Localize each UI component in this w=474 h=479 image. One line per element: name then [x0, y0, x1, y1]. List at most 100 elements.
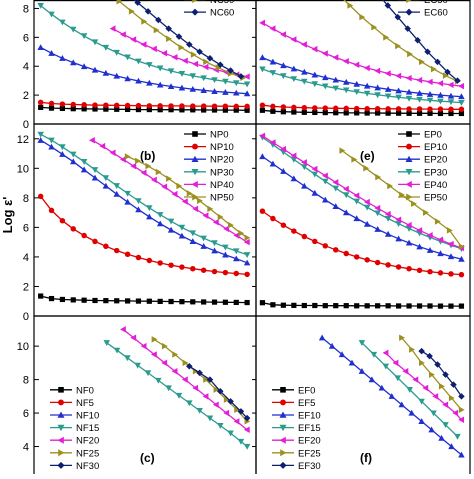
data-point	[394, 13, 402, 21]
legend-label: NF25	[76, 448, 99, 459]
data-point	[48, 143, 55, 150]
data-point	[217, 388, 224, 395]
panel-label: (e)	[360, 149, 375, 163]
data-point	[80, 33, 88, 40]
data-point	[437, 303, 444, 309]
legend-label: EF5	[298, 398, 315, 409]
panel-label: (b)	[140, 149, 155, 163]
data-point	[113, 247, 120, 254]
data-point	[280, 302, 286, 308]
data-point	[130, 36, 137, 43]
panel-a: 0 2 4 6 8 NC50 NC60	[23, 0, 257, 131]
data-point	[157, 103, 163, 109]
data-point	[290, 152, 297, 160]
data-point	[424, 48, 431, 56]
data-point	[81, 232, 87, 239]
data-point	[217, 61, 224, 69]
data-point	[402, 367, 409, 375]
data-point	[165, 385, 172, 392]
data-point	[458, 393, 465, 400]
data-point	[113, 49, 120, 56]
legend-marker	[191, 8, 199, 16]
legend-marker	[192, 143, 198, 150]
series-line-NP10	[40, 196, 248, 276]
data-point	[212, 218, 219, 226]
data-point	[155, 168, 162, 176]
data-point	[311, 165, 318, 173]
data-point	[387, 182, 394, 190]
data-point	[385, 262, 391, 268]
data-point	[135, 58, 142, 65]
data-point	[113, 347, 121, 354]
data-point	[301, 68, 308, 75]
data-point	[363, 165, 370, 172]
data-point	[166, 35, 172, 43]
data-point	[374, 226, 381, 232]
data-point	[322, 303, 328, 309]
data-point	[430, 65, 437, 73]
data-point	[359, 13, 366, 21]
data-point	[222, 107, 228, 113]
legend-label: NF30	[76, 461, 99, 472]
data-point	[181, 57, 188, 64]
data-point	[102, 69, 110, 76]
data-point	[375, 173, 382, 181]
data-point	[358, 340, 366, 347]
data-point	[269, 70, 277, 76]
data-point	[157, 107, 163, 113]
data-point	[426, 97, 434, 104]
data-point	[48, 105, 55, 111]
data-point	[228, 221, 234, 229]
y-tick-label: 6	[23, 32, 29, 44]
data-point	[244, 299, 250, 306]
data-point	[186, 41, 193, 48]
data-point	[91, 39, 99, 46]
data-point	[311, 189, 319, 196]
data-point	[103, 243, 109, 250]
data-point	[342, 185, 349, 193]
data-point	[179, 107, 185, 113]
data-point	[81, 102, 87, 108]
data-point	[200, 87, 207, 93]
data-point	[157, 260, 163, 266]
data-point	[103, 298, 109, 304]
data-point	[192, 384, 199, 392]
data-point	[269, 160, 277, 167]
data-point	[37, 131, 44, 138]
data-point	[233, 248, 240, 255]
data-point	[171, 54, 178, 61]
data-point	[102, 175, 110, 182]
data-point	[438, 434, 445, 441]
data-point	[406, 106, 412, 112]
series-group	[259, 132, 465, 309]
data-point	[301, 41, 307, 48]
data-point	[196, 369, 203, 377]
data-point	[259, 153, 266, 160]
data-point	[301, 78, 308, 85]
data-point	[80, 63, 88, 70]
data-point	[150, 45, 157, 53]
data-point	[384, 86, 392, 92]
data-point	[243, 90, 251, 97]
data-point	[150, 176, 157, 184]
data-point	[59, 218, 66, 224]
data-point	[291, 104, 297, 111]
legend-marker	[57, 436, 64, 444]
data-point	[290, 76, 298, 83]
data-point	[404, 25, 411, 32]
data-point	[144, 8, 152, 15]
data-point	[342, 209, 350, 216]
legend-label: EC50	[424, 0, 448, 6]
data-point	[130, 334, 137, 342]
data-point	[119, 156, 126, 163]
legend-marker	[280, 399, 286, 406]
data-point	[89, 136, 95, 144]
data-point	[448, 443, 455, 450]
data-point	[178, 224, 186, 231]
data-point	[238, 230, 245, 237]
data-point	[243, 414, 251, 422]
data-point	[140, 342, 147, 350]
data-point	[259, 19, 266, 27]
data-point	[179, 299, 185, 305]
